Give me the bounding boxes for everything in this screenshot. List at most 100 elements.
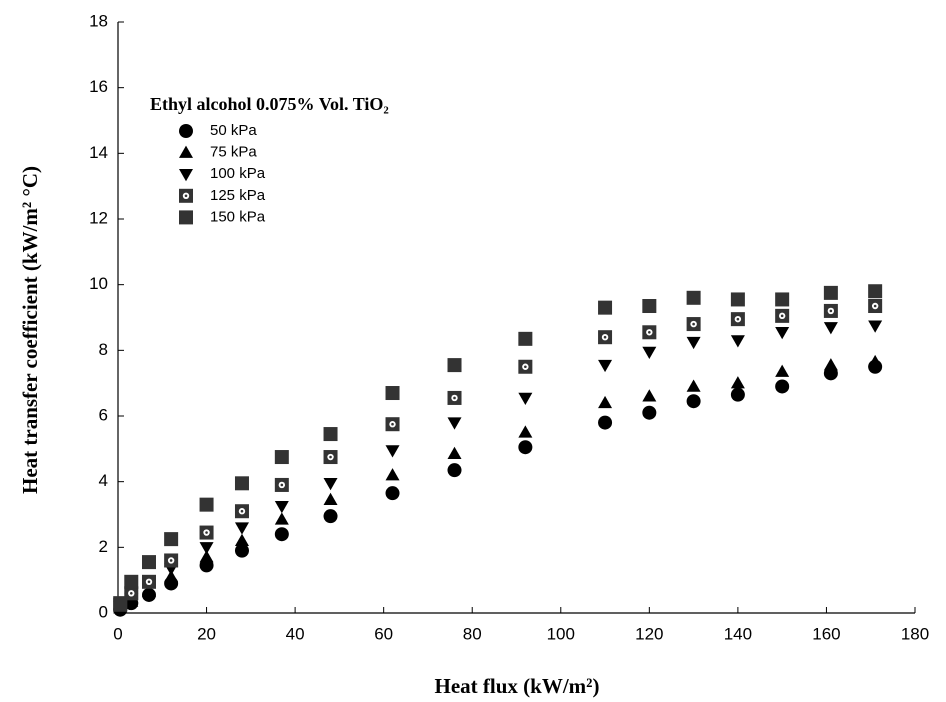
y-tick-label: 14 xyxy=(89,143,108,162)
point-dot-core xyxy=(453,396,456,400)
legend-entry: 150 kPa xyxy=(210,208,266,225)
point xyxy=(598,415,613,430)
point-dot-core xyxy=(780,314,784,318)
x-tick-label: 0 xyxy=(113,624,122,643)
point xyxy=(598,359,613,373)
point xyxy=(730,292,745,307)
y-axis-label: Heat transfer coefficient (kW/m² °C) xyxy=(18,166,42,494)
point xyxy=(199,542,214,555)
point xyxy=(385,486,400,501)
point xyxy=(686,317,701,332)
point xyxy=(274,527,289,542)
point xyxy=(686,290,701,305)
point xyxy=(642,389,657,402)
point xyxy=(141,555,156,570)
legend-marker xyxy=(179,124,193,138)
legend-label: 75 kPa xyxy=(210,144,257,161)
legend-marker xyxy=(179,168,193,182)
y-tick-label: 6 xyxy=(99,405,108,424)
legend-marker xyxy=(179,188,193,203)
point xyxy=(447,417,462,430)
x-tick-label: 60 xyxy=(374,624,393,643)
point-dot-core xyxy=(169,559,173,562)
y-tick-label: 18 xyxy=(89,11,108,30)
point xyxy=(823,285,838,300)
point-dot-core xyxy=(736,317,740,321)
legend-label: 125 kPa xyxy=(210,187,266,204)
point xyxy=(385,445,400,458)
point xyxy=(323,478,338,491)
point xyxy=(642,346,657,359)
point xyxy=(385,386,400,401)
y-tick-label: 0 xyxy=(99,602,108,621)
point xyxy=(598,330,613,345)
point-dot-core xyxy=(280,483,284,487)
y-tick-label: 10 xyxy=(89,274,108,293)
point xyxy=(686,379,701,392)
point-dot-core xyxy=(184,194,188,198)
legend-marker xyxy=(179,145,193,158)
point xyxy=(234,476,249,491)
point xyxy=(730,312,745,327)
point-dot-core xyxy=(829,309,833,313)
point xyxy=(775,379,790,394)
point xyxy=(823,322,838,335)
point xyxy=(518,440,533,455)
point xyxy=(141,574,156,589)
legend-entry: 100 kPa xyxy=(210,165,266,182)
x-tick-label: 160 xyxy=(812,624,840,643)
point xyxy=(274,450,289,465)
point xyxy=(823,303,838,318)
point xyxy=(234,533,249,547)
point xyxy=(598,395,613,409)
point-dot-core xyxy=(692,322,695,326)
point xyxy=(730,335,745,348)
point xyxy=(686,394,701,409)
point xyxy=(234,522,249,535)
point xyxy=(447,446,462,460)
y-tick-label: 16 xyxy=(89,77,108,96)
point xyxy=(274,512,289,525)
point-dot-core xyxy=(147,580,151,584)
point xyxy=(199,497,214,512)
point xyxy=(323,427,338,442)
y-tick-label: 8 xyxy=(99,340,108,359)
x-tick-label: 120 xyxy=(635,624,663,643)
point xyxy=(823,358,838,371)
point xyxy=(775,364,790,377)
point xyxy=(234,543,249,558)
x-tick-label: 100 xyxy=(547,624,575,643)
point xyxy=(518,331,533,346)
point xyxy=(234,504,249,519)
x-tick-label: 180 xyxy=(901,624,929,643)
point xyxy=(199,550,214,563)
point-dot-core xyxy=(391,422,394,426)
point xyxy=(164,569,179,583)
point xyxy=(385,417,400,432)
chart-title: Ethyl alcohol 0.075% Vol. TiO₂ xyxy=(150,94,389,114)
point xyxy=(323,450,338,465)
point-dot-core xyxy=(524,365,527,369)
legend-marker xyxy=(179,210,193,225)
point xyxy=(447,358,462,373)
point-dot-core xyxy=(129,592,133,595)
point-dot-core xyxy=(205,531,208,534)
point xyxy=(730,376,745,389)
point xyxy=(775,308,790,323)
point xyxy=(642,299,657,314)
point xyxy=(447,390,462,405)
point xyxy=(447,463,462,478)
point-dot-core xyxy=(648,330,651,334)
point xyxy=(385,468,400,481)
point xyxy=(775,327,790,340)
point-dot-core xyxy=(240,509,244,513)
point xyxy=(164,553,179,568)
point xyxy=(164,532,179,547)
y-tick-label: 4 xyxy=(99,471,108,490)
point xyxy=(113,596,128,611)
legend-label: 100 kPa xyxy=(210,165,266,182)
legend-label: 150 kPa xyxy=(210,208,266,225)
point xyxy=(518,392,533,405)
point xyxy=(274,501,289,514)
point xyxy=(274,477,289,492)
